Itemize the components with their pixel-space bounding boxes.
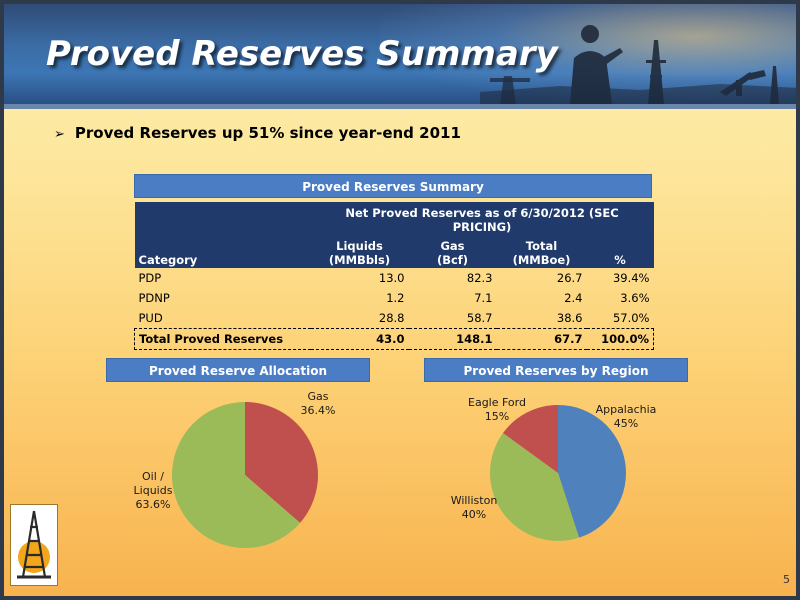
- cell-gas: 58.7: [466, 311, 493, 325]
- eagle-ford-label-text: Eagle Ford: [468, 396, 526, 409]
- col-total-line2: (MMBoe): [512, 253, 571, 267]
- oilfield-scene-image: [480, 25, 800, 104]
- group-header: Net Proved Reserves as of 6/30/2012 (SEC…: [310, 202, 654, 238]
- eagle-ford-value-label: 15%: [484, 410, 510, 423]
- cell-gas: 82.3: [466, 271, 493, 285]
- gas-slice-label: Gas 36.4%: [296, 390, 340, 418]
- oil-slice-label: Oil / Liquids 63.6%: [128, 470, 178, 512]
- oil-derrick-logo-icon: [17, 510, 51, 579]
- col-total-line1: Total: [525, 239, 558, 253]
- col-liquids-line2: (MMBbls): [328, 253, 391, 267]
- cell-liquids: 28.8: [378, 311, 405, 325]
- cell-category: Total Proved Reserves: [134, 328, 311, 350]
- cell-liquids: 1.2: [386, 291, 405, 305]
- oil-value-label: 63.6%: [135, 498, 171, 511]
- col-category: Category: [134, 238, 311, 268]
- cell-pct: 3.6%: [620, 291, 650, 305]
- appalachia-slice-label: Appalachia 45%: [586, 403, 666, 431]
- pie-slice-gas: [245, 402, 318, 523]
- pie-slice-williston: [490, 433, 580, 541]
- table-title: Proved Reserves Summary: [134, 174, 652, 198]
- cell-pct: 39.4%: [612, 271, 650, 285]
- oil-label-line1: Oil /: [142, 470, 164, 483]
- cell-category: PDP: [138, 271, 162, 285]
- col-gas-line2: (Bcf): [436, 253, 469, 267]
- appalachia-label-text: Appalachia: [595, 403, 657, 416]
- pie-slice-oil-liquids: [172, 402, 301, 548]
- gas-value-label: 36.4%: [300, 404, 336, 417]
- appalachia-value-label: 45%: [613, 417, 639, 430]
- region-chart-title: Proved Reserves by Region: [424, 358, 688, 382]
- cell-liquids: 13.0: [378, 271, 405, 285]
- williston-label-text: Williston: [450, 494, 498, 507]
- col-gas-line1: Gas: [440, 239, 465, 253]
- page-number: 5: [783, 573, 790, 586]
- cell-pct: 57.0%: [612, 311, 650, 325]
- col-liquids-line1: Liquids: [336, 239, 383, 253]
- cell-total: 26.7: [556, 271, 583, 285]
- williston-slice-label: Williston 40%: [444, 494, 504, 522]
- total-row: Total Proved Reserves 43.0 148.1 67.7 10…: [134, 328, 654, 350]
- header-stripe: [0, 104, 800, 109]
- slide-title: Proved Reserves Summary: [46, 34, 558, 74]
- bullet-text: Proved Reserves up 51% since year-end 20…: [74, 124, 461, 142]
- reserves-table: Net Proved Reserves as of 6/30/2012 (SEC…: [134, 202, 654, 350]
- cell-pct: 100.0%: [586, 328, 654, 350]
- col-gas: Gas (Bcf): [408, 238, 497, 268]
- williston-value-label: 40%: [461, 508, 487, 521]
- col-liquids: Liquids (MMBbls): [310, 238, 409, 268]
- cell-gas: 7.1: [474, 291, 493, 305]
- allocation-pie-chart: [172, 402, 318, 548]
- cell-total: 67.7: [496, 328, 587, 350]
- eagle-ford-slice-label: Eagle Ford 15%: [462, 396, 532, 424]
- gas-label-text: Gas: [307, 390, 329, 403]
- company-logo: [10, 504, 58, 586]
- table-row: PUD 28.8 58.7 38.6 57.0%: [135, 308, 654, 329]
- header-banner: Proved Reserves Summary: [0, 0, 800, 104]
- cell-total: 38.6: [556, 311, 583, 325]
- bullet-point: ➢ Proved Reserves up 51% since year-end 2…: [54, 124, 461, 142]
- allocation-chart-title: Proved Reserve Allocation: [106, 358, 370, 382]
- table-row: PDNP 1.2 7.1 2.4 3.6%: [135, 288, 654, 308]
- arrow-bullet-icon: ➢: [54, 127, 65, 142]
- header-spacer: [134, 202, 311, 238]
- col-total: Total (MMBoe): [496, 238, 587, 268]
- col-pct: %: [586, 238, 654, 268]
- cell-category: PUD: [138, 311, 163, 325]
- oil-label-line2: Liquids: [133, 484, 173, 497]
- cell-gas: 148.1: [408, 328, 497, 350]
- cell-total: 2.4: [564, 291, 583, 305]
- pie-slice-eagle-ford: [502, 405, 558, 473]
- pie-slice-appalachia: [558, 405, 626, 538]
- cell-liquids: 43.0: [310, 328, 409, 350]
- table-row: PDP 13.0 82.3 26.7 39.4%: [135, 268, 654, 288]
- region-pie-chart: [490, 405, 626, 541]
- cell-category: PDNP: [138, 291, 170, 305]
